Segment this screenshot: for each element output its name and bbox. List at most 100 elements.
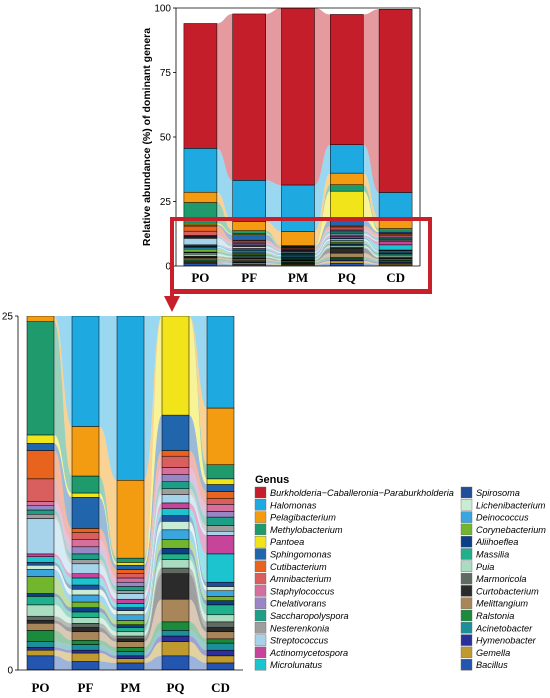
bottom-bar-segment: [116, 638, 145, 642]
top-flow: [216, 237, 233, 247]
top-flow: [265, 262, 282, 265]
bottom-bar-segment: [161, 655, 190, 670]
bottom-bar-segment: [116, 620, 145, 625]
bottom-flow: [99, 623, 117, 639]
bottom-flow: [144, 316, 162, 481]
bottom-bar-segment: [26, 450, 55, 480]
top-flow: [314, 227, 331, 250]
bottom-bar-segment: [116, 603, 145, 608]
bottom-flow: [189, 621, 207, 644]
bottom-flow: [54, 553, 72, 578]
legend-swatch: [254, 634, 267, 646]
top-flow: [314, 232, 331, 253]
top-flow: [216, 260, 233, 263]
bottom-bar-segment: [71, 539, 100, 548]
top-flow: [363, 226, 380, 235]
bottom-bar-segment: [206, 600, 235, 606]
bottom-bar-segment: [116, 581, 145, 587]
bottom-bar-segment: [71, 627, 100, 633]
top-flow: [363, 235, 380, 245]
bottom-bar-segment: [116, 562, 145, 566]
bottom-category-label: CD: [211, 680, 230, 695]
bottom-bar-segment: [26, 443, 55, 451]
bottom-bar-segment: [26, 623, 55, 631]
bottom-flow: [99, 611, 117, 632]
bottom-bar-segment: [116, 598, 145, 604]
top-flow: [216, 246, 233, 253]
top-flow: [314, 234, 331, 254]
bottom-flow: [99, 316, 117, 481]
bottom-flow: [99, 617, 117, 637]
top-flow: [216, 256, 233, 259]
bottom-flow: [144, 573, 162, 642]
legend-item-label: Spirosoma: [476, 488, 520, 498]
top-flow: [363, 144, 380, 219]
top-flow: [265, 262, 282, 264]
legend-item-label: Acinetobacter: [475, 623, 533, 633]
top-flow: [265, 248, 282, 254]
bottom-flow: [54, 450, 72, 533]
top-flow: [314, 184, 331, 247]
top-flow: [216, 235, 233, 244]
bottom-flow: [54, 316, 72, 427]
top-flow: [265, 257, 282, 261]
bottom-flow: [144, 474, 162, 587]
top-flow: [216, 261, 233, 263]
bottom-bar-segment: [206, 511, 235, 518]
bottom-bar-segment: [116, 573, 145, 579]
bottom-bar-segment: [161, 559, 190, 569]
bottom-bar-segment: [71, 617, 100, 624]
bottom-flow: [99, 539, 117, 583]
bottom-bar-segment: [26, 556, 55, 563]
bottom-bar-segment: [161, 521, 190, 531]
legend-swatch: [254, 609, 267, 622]
bottom-bar-segment: [71, 559, 100, 565]
bottom-flow: [99, 631, 117, 648]
top-bar-segment: [183, 258, 218, 262]
top-flow: [265, 240, 282, 250]
bottom-bar-segment: [206, 627, 235, 633]
bottom-bar-segment: [206, 586, 235, 591]
top-bar-segment: [183, 225, 218, 232]
legend: Genus Burkholderia−Caballeronia−Paraburkh…: [254, 474, 546, 671]
bottom-flow: [54, 630, 72, 645]
top-category-label: PQ: [338, 270, 356, 285]
bottom-flow: [144, 450, 162, 574]
bottom-bar-segment: [116, 662, 145, 670]
bottom-bar-segment: [71, 496, 100, 529]
top-bar-segment: [183, 23, 218, 149]
bottom-flow: [189, 636, 207, 656]
bottom-flow: [99, 573, 117, 604]
top-flow: [314, 230, 331, 251]
top-flow: [314, 240, 331, 257]
bottom-flow: [144, 494, 162, 600]
top-bar-segment: [330, 240, 364, 243]
bottom-bar-segment: [161, 567, 190, 574]
bottom-bar-segment: [161, 455, 190, 468]
bottom-bar-segment: [26, 647, 55, 651]
top-flow: [363, 219, 380, 234]
bottom-flow: [54, 647, 72, 654]
legend-swatch: [254, 560, 267, 572]
bottom-bar-segment: [116, 627, 145, 633]
top-flow: [265, 251, 282, 256]
bottom-bar-segment: [116, 316, 145, 481]
bottom-flow: [99, 602, 117, 625]
top-category-label: PO: [191, 270, 209, 285]
bottom-bar-segment: [26, 505, 55, 511]
top-flow: [265, 258, 282, 261]
bottom-bar-segment: [206, 407, 235, 465]
top-flow: [265, 249, 282, 255]
top-bar-segment: [183, 191, 218, 203]
bottom-bar-segment: [26, 564, 55, 570]
bottom-bar-segment: [26, 620, 55, 624]
top-flow: [314, 242, 331, 258]
top-bar-segment: [232, 13, 266, 181]
top-flow: [363, 232, 380, 241]
top-flow: [314, 8, 331, 185]
bottom-bar-segment: [161, 450, 190, 457]
legend-swatch: [254, 622, 267, 634]
top-category-label: PF: [241, 270, 257, 285]
bottom-flow: [54, 443, 72, 529]
bottom-bar-segment: [206, 581, 235, 587]
